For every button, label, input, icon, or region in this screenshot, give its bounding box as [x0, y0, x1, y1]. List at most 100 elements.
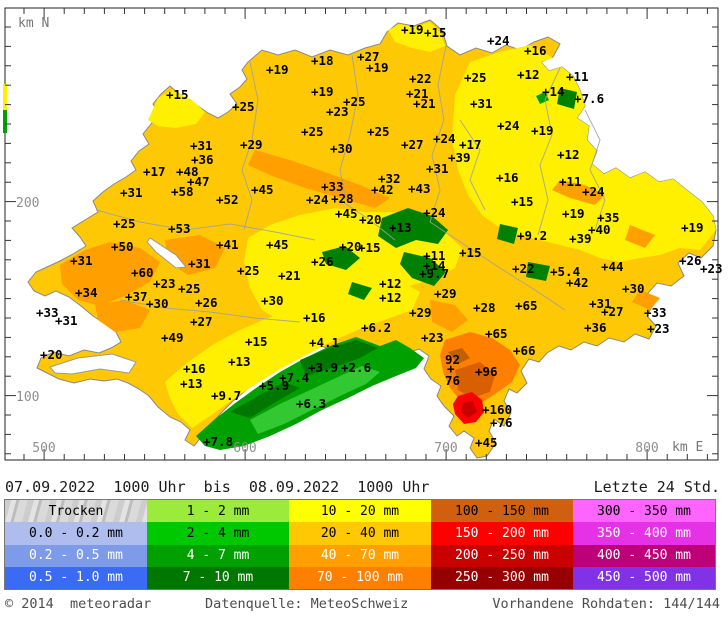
legend-cell-4-7-mm: 4 - 7 mm: [147, 544, 289, 567]
precip-marker: +52: [216, 192, 239, 207]
precip-marker: +30: [146, 296, 169, 311]
precip-marker: +14: [542, 84, 565, 99]
y-axis-tick-label: 200: [16, 196, 39, 211]
precip-marker: +35: [597, 210, 620, 225]
x-axis-tick-label: 600: [233, 441, 256, 456]
precip-marker: +6.2: [361, 320, 391, 335]
precipitation-markers: +15+31+36+17 +48+47+31 +58+52+25+29+25+19 +…: [36, 22, 723, 450]
precip-marker: +29: [240, 137, 263, 152]
legend-cell-1-2-mm: 1 - 2 mm: [147, 500, 289, 523]
precip-marker: +3.9: [308, 360, 338, 375]
precip-marker: +4.1: [309, 335, 339, 350]
x-axis-tick-label: 800: [635, 441, 658, 456]
legend-cell-20-40-mm: 20 - 40 mm: [289, 522, 431, 545]
precip-marker: +76: [490, 415, 513, 430]
precip-marker: +31: [190, 138, 213, 153]
precip-marker: +25: [232, 99, 255, 114]
data-source-label: Datenquelle: MeteoSchweiz: [205, 596, 409, 612]
precip-marker: +22: [512, 261, 535, 276]
period-label: 07.09.2022 1000 Uhr bis 08.09.2022 1000 …: [5, 478, 430, 496]
precip-marker: +6.3: [296, 396, 326, 411]
precip-marker: +33: [321, 179, 344, 194]
legend-cell-7-10-mm: 7 - 10 mm: [147, 566, 289, 589]
precip-marker: +31: [470, 96, 493, 111]
precip-marker: +26: [195, 295, 218, 310]
precip-marker: +21: [406, 86, 429, 101]
precip-marker: +16: [303, 310, 326, 325]
precip-marker: +21: [278, 268, 301, 283]
precip-marker: +12: [557, 147, 580, 162]
precip-marker: +19: [401, 22, 424, 37]
precip-marker: +22: [409, 71, 432, 86]
legend-cell-350-400-mm: 350 - 400 mm: [573, 522, 715, 545]
precip-marker: +43: [408, 181, 431, 196]
precip-marker: +45: [475, 435, 498, 450]
precip-marker: +58: [171, 184, 194, 199]
axis-color-chip-green: [3, 110, 7, 133]
precip-marker: +13: [228, 354, 251, 369]
precip-marker: +23: [153, 276, 176, 291]
precip-marker: +12: [517, 67, 540, 82]
x-axis-tick-label: 500: [32, 441, 55, 456]
precip-marker: +44: [601, 259, 624, 274]
legend-cell-0-0-0-2-mm: 0.0 - 0.2 mm: [5, 522, 147, 545]
precip-marker: +9.7: [419, 266, 449, 281]
footer: © 2014 meteoradar Datenquelle: MeteoSchw…: [0, 593, 728, 618]
precip-marker: +24: [582, 184, 605, 199]
precip-marker: +24: [497, 118, 520, 133]
precip-marker: +25: [237, 263, 260, 278]
precip-marker: +53: [168, 221, 191, 236]
precip-marker: +50: [111, 239, 134, 254]
legend-cell-200-250-mm: 200 - 250 mm: [431, 544, 573, 567]
precip-marker: +14: [423, 258, 446, 273]
legend-cell-40-70-mm: 40 - 70 mm: [289, 544, 431, 567]
precip-marker: +32: [378, 171, 401, 186]
precip-marker: +39: [569, 231, 592, 246]
precip-marker: +13: [180, 376, 203, 391]
precip-marker: +23: [700, 261, 723, 276]
legend-cell-70-100-mm: 70 - 100 mm: [289, 566, 431, 589]
precip-marker: +9.2: [517, 228, 547, 243]
precip-marker: +160: [482, 402, 512, 417]
precip-marker: +33: [36, 305, 59, 320]
precip-marker: +11: [559, 174, 582, 189]
legend-cell-150-200-mm: 150 - 200 mm: [431, 522, 573, 545]
heavy-rain-regions: [440, 332, 520, 424]
lake-geneva: [49, 353, 137, 375]
precip-marker: +15: [511, 194, 534, 209]
precip-marker: +31: [589, 296, 612, 311]
x-axis-tick-label: 700: [434, 441, 457, 456]
precip-marker: +31: [120, 185, 143, 200]
precip-marker: +20: [40, 347, 63, 362]
precip-marker: +25: [343, 94, 366, 109]
precip-marker: +31: [188, 256, 211, 271]
precip-marker: +25: [367, 124, 390, 139]
legend-cell-trocken: Trocken: [5, 500, 147, 523]
precip-marker: +41: [216, 237, 239, 252]
precip-marker: +23: [326, 104, 349, 119]
precip-marker: +39: [448, 150, 471, 165]
precip-marker: +25: [464, 70, 487, 85]
precip-marker: +15: [245, 334, 268, 349]
precip-marker: +2.6: [341, 360, 371, 375]
precip-marker: +27: [357, 49, 380, 64]
lakes: [49, 237, 187, 375]
precip-marker: +27: [190, 314, 213, 329]
precip-marker: +19: [681, 220, 704, 235]
precip-marker: +26: [679, 253, 702, 268]
precip-marker: +49: [161, 330, 184, 345]
precip-marker: +30: [330, 141, 353, 156]
precip-marker: +48: [176, 164, 199, 179]
precip-marker: +19: [366, 60, 389, 75]
precip-marker: +28: [331, 191, 354, 206]
precip-marker: +33: [644, 305, 667, 320]
precip-marker: +34: [75, 285, 98, 300]
precip-marker: +26: [311, 254, 334, 269]
precip-marker: +23: [647, 321, 670, 336]
precip-marker: +9.7: [211, 388, 241, 403]
precip-marker: +5.9: [259, 378, 289, 393]
precip-marker: +16: [183, 361, 206, 376]
axis-color-chip-yellow: [3, 84, 7, 110]
precip-marker: +29: [409, 305, 432, 320]
